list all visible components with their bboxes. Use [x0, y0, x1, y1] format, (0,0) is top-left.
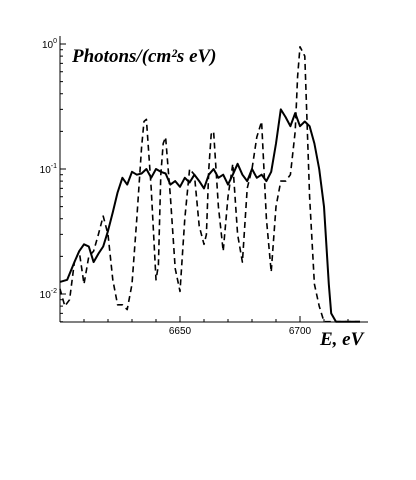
y-tick-label: 10-2 — [40, 288, 57, 301]
series-layer — [59, 45, 360, 323]
x-tick-label: 6650 — [169, 326, 192, 337]
x-axis-title: E, eV — [319, 329, 365, 350]
y-tick-label: 10-1 — [40, 163, 57, 176]
solid-series-line — [59, 108, 360, 323]
x-tick-label: 6700 — [289, 326, 312, 337]
y-axis-title: Photons/(cm²s eV) — [71, 46, 217, 67]
y-axis-ticks: 10-2 10-1 100 — [40, 38, 66, 323]
plot-frame — [59, 36, 368, 323]
x-axis-ticks: 6650 6700 — [83, 316, 349, 337]
dashed-series-line — [59, 45, 360, 323]
y-tick-label: 100 — [42, 38, 57, 51]
